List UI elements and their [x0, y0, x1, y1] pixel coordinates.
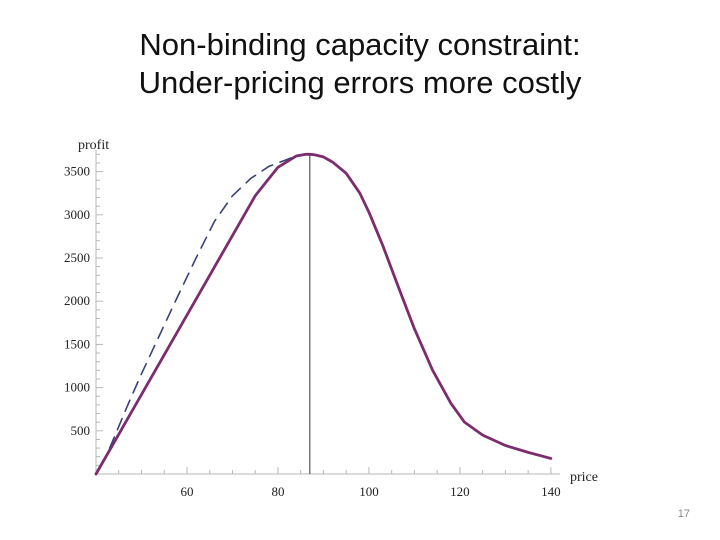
y-tick-label: 2500 [64, 250, 90, 265]
slide-number: 17 [677, 508, 690, 520]
x-tick-label: 120 [450, 484, 470, 499]
y-ticks: 500 1000 1500 2000 2500 3000 3500 [64, 153, 103, 466]
x-tick-label: 80 [271, 484, 284, 499]
x-axis-label: price [570, 470, 598, 485]
x-tick-label: 60 [180, 484, 193, 499]
y-tick-label: 3500 [64, 164, 90, 179]
y-tick-label: 1500 [64, 336, 90, 351]
solid-profit-curve [94, 152, 553, 476]
x-tick-label: 140 [541, 484, 561, 499]
x-tick-label: 100 [359, 484, 379, 499]
y-tick-label: 1000 [64, 380, 90, 395]
x-ticks: 60 80 100 120 140 [118, 467, 561, 499]
y-axis-label: profit [78, 138, 109, 153]
title-line-2: Under-pricing errors more costly [138, 65, 582, 100]
y-tick-label: 500 [71, 423, 91, 438]
slide-title: Non-binding capacity constraint: Under-p… [0, 26, 720, 102]
title-line-1: Non-binding capacity constraint: [139, 27, 581, 62]
y-tick-label: 3000 [64, 207, 90, 222]
dashed-profit-curve [108, 155, 297, 449]
y-tick-label: 2000 [64, 293, 90, 308]
series-layer [94, 152, 553, 476]
